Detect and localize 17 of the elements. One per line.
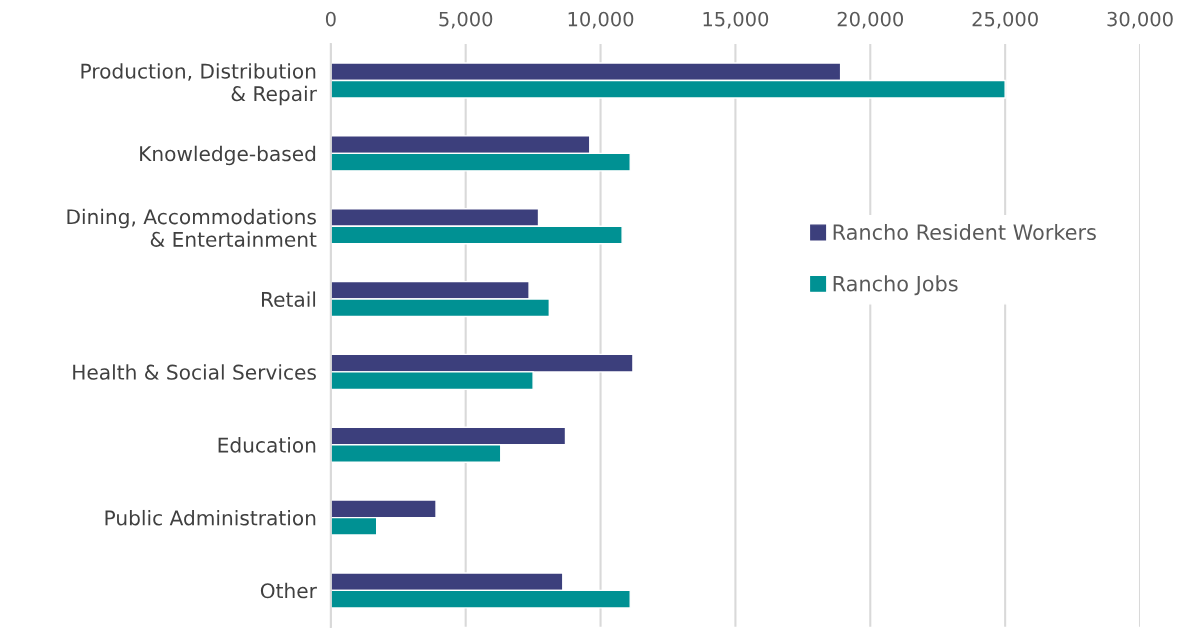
- y-tick-label: Education: [218, 437, 316, 453]
- x-tick-label: 10,000: [568, 11, 634, 29]
- x-tick-label: 20,000: [837, 11, 904, 29]
- x-tick-label: 0: [325, 11, 336, 27]
- x-tick-label: 25,000: [972, 11, 1038, 29]
- y-tick-label: Knowledge-based: [140, 145, 316, 166]
- y-tick-label: Health & Social Services: [73, 364, 316, 380]
- x-tick-label: 15,000: [703, 11, 769, 29]
- x-tick-label: 5,000: [439, 11, 493, 29]
- legend-label: Rancho Jobs: [833, 275, 958, 296]
- y-tick-label: Production, Distribution & Repair: [81, 63, 317, 106]
- legend-label: Rancho Resident Workers: [833, 223, 1096, 241]
- y-tick-label: Public Administration: [105, 509, 316, 526]
- y-tick-label: Retail: [262, 291, 316, 307]
- y-tick-label: Other: [260, 582, 317, 599]
- y-tick-label: Dining, Accommodations & Entertainment: [67, 208, 317, 247]
- x-tick-label: 30,000: [1107, 11, 1173, 29]
